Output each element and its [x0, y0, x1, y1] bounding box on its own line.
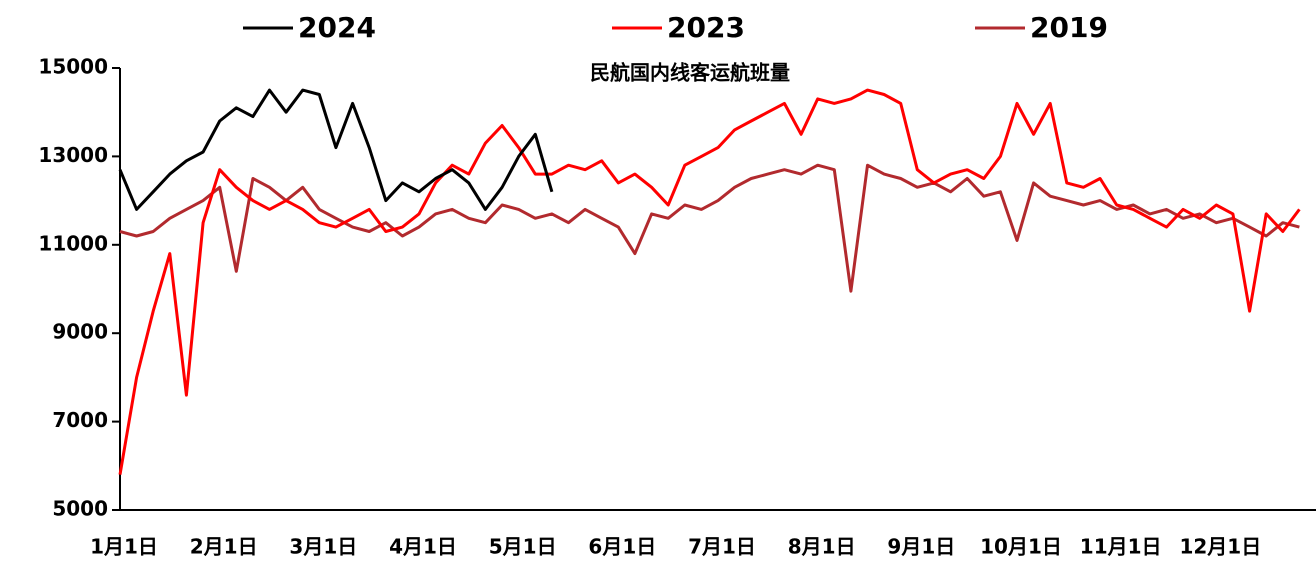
x-tick-label: 4月1日	[389, 535, 457, 559]
x-tick-label: 9月1日	[887, 535, 955, 559]
legend-label: 2024	[298, 11, 376, 44]
x-tick-label: 11月1日	[1080, 535, 1162, 559]
x-tick-label: 2月1日	[190, 535, 258, 559]
y-tick-label: 11000	[38, 231, 108, 255]
x-tick-label: 7月1日	[688, 535, 756, 559]
y-tick-label: 15000	[38, 55, 108, 79]
series-line	[119, 163, 1300, 293]
x-tick-label: 12月1日	[1179, 535, 1261, 559]
legend-label: 2023	[667, 11, 745, 44]
x-tick-label: 6月1日	[588, 535, 656, 559]
x-tick-label: 1月1日	[90, 535, 158, 559]
y-tick-label: 7000	[52, 408, 108, 432]
series-line	[118, 88, 1301, 475]
x-tick-label: 8月1日	[788, 535, 856, 559]
x-tick-label: 5月1日	[489, 535, 557, 559]
y-tick-label: 9000	[52, 320, 108, 344]
x-tick-label: 3月1日	[289, 535, 357, 559]
y-tick-label: 13000	[38, 143, 108, 167]
legend: 2024 2023 2019	[243, 11, 1108, 44]
legend-label: 2019	[1030, 11, 1108, 44]
x-tick-label: 10月1日	[980, 535, 1062, 559]
chart-title: 民航国内线客运航班量	[590, 61, 790, 85]
y-tick-label: 5000	[52, 497, 108, 521]
series-line	[118, 88, 554, 211]
